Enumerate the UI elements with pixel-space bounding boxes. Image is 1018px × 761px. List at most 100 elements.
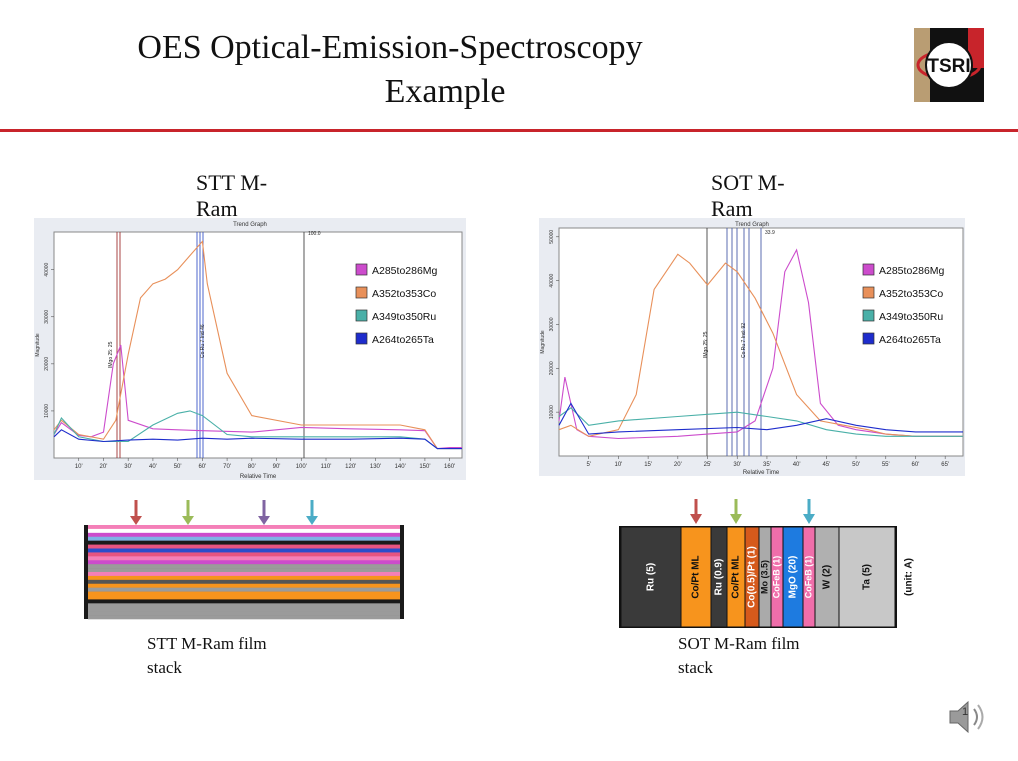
x-tick-label: 65' bbox=[941, 462, 949, 468]
stt-stack-caption: STT M-Ram film stack bbox=[147, 632, 267, 680]
x-tick-label: 25' bbox=[704, 462, 712, 468]
stack-layer bbox=[88, 544, 400, 549]
tsri-logo: TSRI bbox=[898, 28, 984, 102]
x-tick-label: 15' bbox=[644, 462, 652, 468]
title-divider bbox=[0, 129, 1018, 132]
series-line-A264to265Ta bbox=[53, 429, 462, 450]
stack-layer-label: Co(0.5)/Pt (1) bbox=[747, 546, 758, 608]
stack-layer bbox=[88, 591, 400, 596]
sot-caption: SOT M- Ram bbox=[711, 170, 785, 222]
y-axis-label: Magnitude bbox=[35, 333, 41, 357]
stack-layer bbox=[88, 572, 400, 577]
stack-layer-label: Co/Pt ML bbox=[731, 555, 742, 598]
x-axis-label: Relative Time bbox=[240, 474, 277, 480]
series-line-A352to353Co bbox=[558, 253, 963, 437]
layer-pointer-arrowhead bbox=[730, 514, 742, 524]
legend-label: A285to286Mg bbox=[879, 265, 945, 277]
stack-layer-ru-5- bbox=[620, 526, 682, 628]
x-tick-label: 140' bbox=[395, 464, 406, 470]
legend-label: A264to265Ta bbox=[372, 334, 434, 346]
x-tick-label: 50' bbox=[852, 462, 860, 468]
plot-area bbox=[53, 231, 463, 459]
y-tick-label: 10000 bbox=[549, 405, 555, 419]
stt-stack-caption-line2: stack bbox=[147, 658, 182, 677]
stack-layer-label: CoFeB (1) bbox=[771, 556, 781, 599]
layer-pointer-arrowhead bbox=[130, 516, 142, 525]
y-tick-label: 40000 bbox=[44, 262, 50, 276]
stack-layer bbox=[88, 587, 400, 592]
event-marker-label: IMgo 25: 25 bbox=[108, 341, 114, 368]
sot-caption-line1: SOT M- bbox=[711, 170, 785, 195]
x-tick-label: 35' bbox=[763, 462, 771, 468]
layer-pointer-arrowhead bbox=[690, 514, 702, 524]
series-line-A352to353Co bbox=[53, 240, 462, 450]
event-marker-label: 33.9 bbox=[765, 230, 775, 236]
stack-layer-label: Mo (3.5) bbox=[759, 560, 769, 594]
series-line-A264to265Ta bbox=[558, 402, 963, 435]
legend-swatch bbox=[355, 286, 368, 299]
x-tick-label: 150' bbox=[419, 464, 430, 470]
y-tick-label: 20000 bbox=[44, 357, 50, 371]
audio-speaker-icon[interactable] bbox=[944, 697, 992, 737]
sot-caption-line2: Ram bbox=[711, 196, 753, 221]
legend-label: A264to265Ta bbox=[879, 334, 941, 346]
sot-stack-caption-line2: stack bbox=[678, 658, 713, 677]
stack-layer-label: Ta (5) bbox=[862, 564, 873, 590]
y-tick-label: 30000 bbox=[549, 317, 555, 331]
stt-caption-line2: Ram bbox=[196, 196, 238, 221]
event-marker-label: IMgo 25: 25 bbox=[703, 331, 709, 358]
y-tick-label: 20000 bbox=[549, 361, 555, 375]
x-tick-label: 40' bbox=[149, 464, 157, 470]
y-tick-label: 50000 bbox=[549, 230, 555, 244]
stt-caption: STT M- Ram bbox=[196, 170, 267, 222]
x-tick-label: 100' bbox=[296, 464, 307, 470]
stack-layer bbox=[88, 615, 400, 620]
stack-layer bbox=[88, 595, 400, 600]
x-tick-label: 90' bbox=[273, 464, 281, 470]
x-tick-label: 110' bbox=[321, 464, 332, 470]
slide-title-line2: Example bbox=[384, 73, 506, 110]
y-axis-label: Magnitude bbox=[540, 330, 546, 354]
legend-label: A352to353Co bbox=[879, 288, 943, 300]
layer-pointer-arrowhead bbox=[306, 516, 318, 525]
stack-layer bbox=[88, 528, 400, 534]
stack-layer bbox=[88, 611, 400, 616]
stt-stack-caption-line1: STT M-Ram film bbox=[147, 634, 267, 653]
x-axis-label: Relative Time bbox=[743, 470, 780, 476]
chart-title: Trend Graph bbox=[233, 222, 267, 228]
event-marker-label: Co Ru 7 Ind: 92 bbox=[741, 323, 747, 358]
x-tick-label: 10' bbox=[614, 462, 622, 468]
layer-pointer-arrowhead bbox=[258, 516, 270, 525]
sot-oes-trend-chart: Trend Graph 10000 20000 30000 40000 50000 5' 10… bbox=[539, 218, 965, 476]
stack-layer bbox=[88, 552, 400, 557]
sot-stack-caption-line1: SOT M-Ram film bbox=[678, 634, 800, 653]
event-marker-label: 100.0 bbox=[308, 231, 321, 237]
slide-title-line1: OES Optical-Emission-Spectroscopy bbox=[137, 29, 643, 66]
legend-label: A352to353Co bbox=[372, 288, 436, 300]
stt-oes-trend-chart: Trend Graph 10000 20000 30000 40000 10' 20' 30'… bbox=[34, 218, 466, 480]
x-tick-label: 40' bbox=[793, 462, 801, 468]
stack-layer bbox=[88, 560, 400, 565]
stack-layer bbox=[88, 536, 400, 541]
stack-layer-label: CoFeB (1) bbox=[803, 556, 813, 599]
slide-title: OES Optical-Emission-Spectroscopy Exampl… bbox=[70, 26, 710, 114]
stack-layer bbox=[88, 607, 400, 612]
y-tick-label: 30000 bbox=[44, 310, 50, 324]
stack-layer bbox=[88, 540, 400, 545]
tsri-logo-text: TSRI bbox=[927, 56, 970, 77]
x-tick-label: 80' bbox=[248, 464, 256, 470]
x-tick-label: 20' bbox=[100, 464, 108, 470]
chart-title: Trend Graph bbox=[735, 222, 769, 228]
x-tick-label: 160' bbox=[444, 464, 455, 470]
legend-swatch bbox=[355, 309, 368, 322]
unit-label: (unit: A) bbox=[904, 558, 915, 596]
x-tick-label: 120' bbox=[345, 464, 356, 470]
stack-layer bbox=[88, 599, 400, 604]
legend-swatch bbox=[862, 263, 875, 276]
sot-film-stack: Ru (5) Co/Pt ML Ru (0.9) Co/Pt ML Co(0.5)/Pt… bbox=[619, 496, 919, 635]
x-tick-label: 60' bbox=[198, 464, 206, 470]
series-line-A349to350Ru bbox=[53, 410, 462, 450]
stack-layer bbox=[88, 564, 400, 569]
stack-layer-label: W (2) bbox=[822, 565, 833, 589]
y-tick-label: 40000 bbox=[549, 273, 555, 287]
